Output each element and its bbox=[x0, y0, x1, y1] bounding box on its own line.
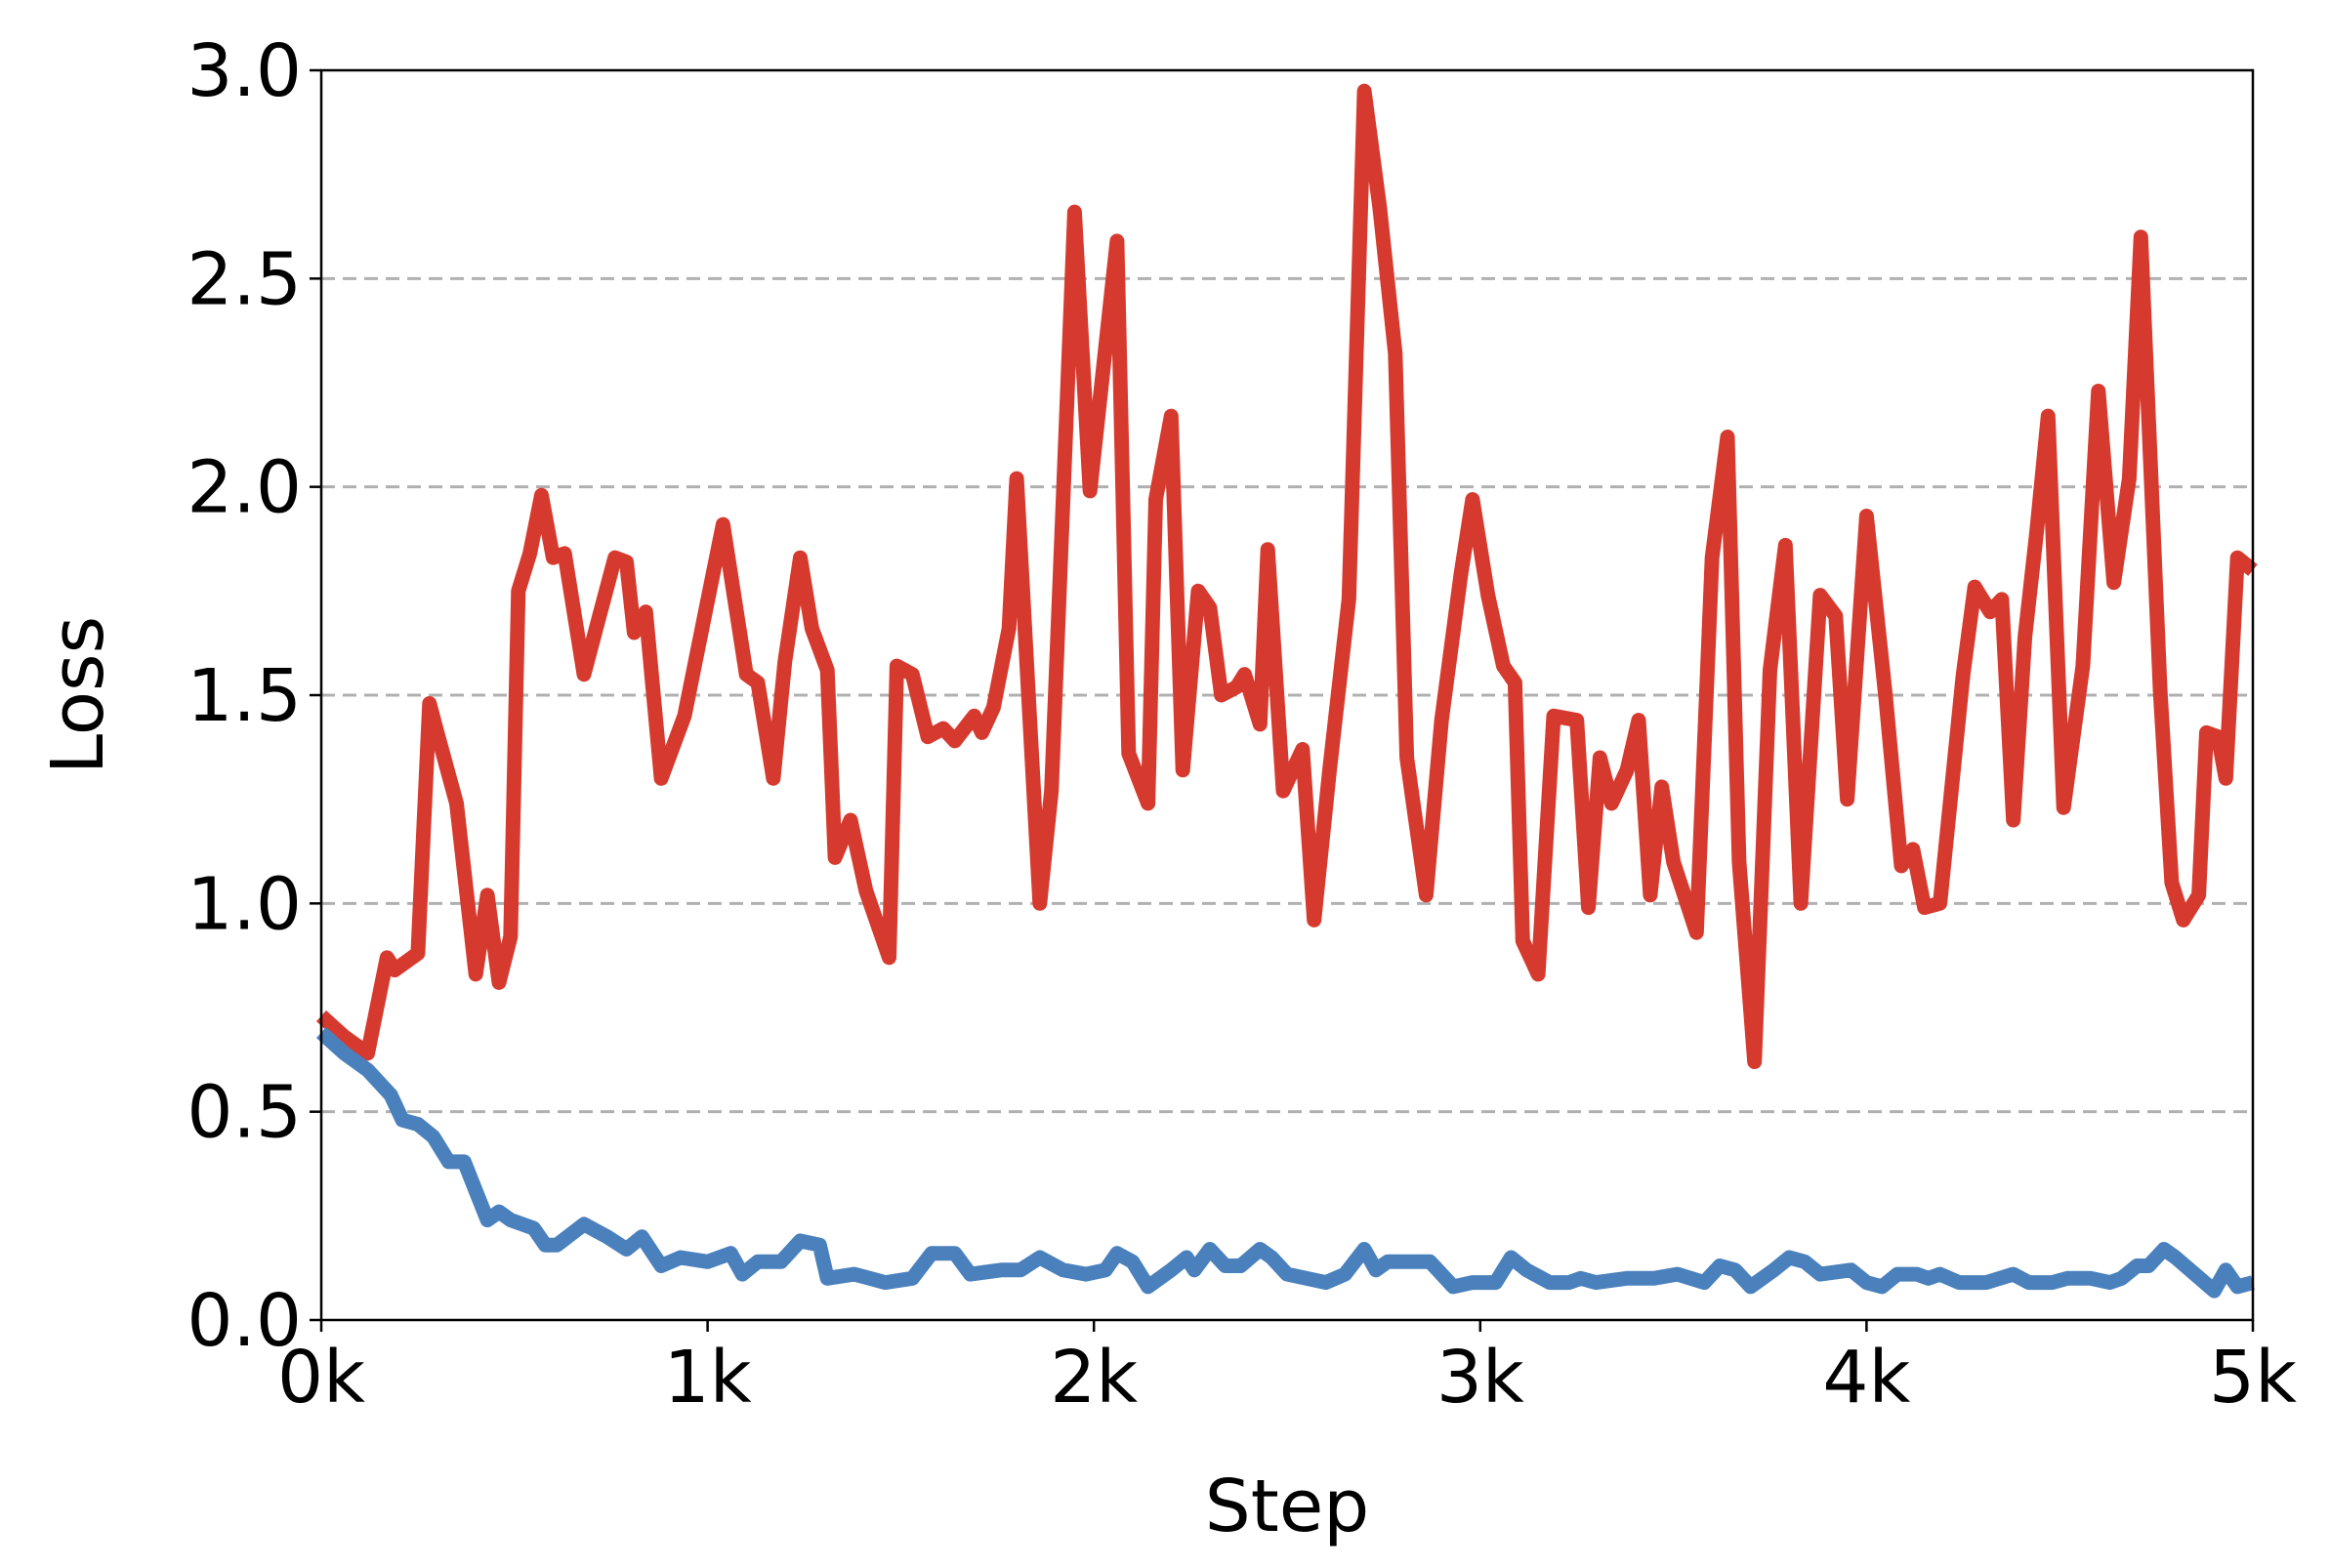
x-tick-label: 4k bbox=[1822, 1336, 1910, 1420]
x-tick-label: 0k bbox=[277, 1336, 365, 1420]
y-tick-label: 2.0 bbox=[187, 446, 302, 530]
series-layer bbox=[315, 83, 2258, 1299]
series-line-2 bbox=[315, 1027, 2255, 1299]
y-tick-label: 1.5 bbox=[187, 654, 302, 738]
series-line-1 bbox=[315, 83, 2258, 1069]
x-tick-label: 2k bbox=[1050, 1336, 1138, 1420]
x-tick-label: 1k bbox=[664, 1336, 752, 1420]
y-tick-label: 3.0 bbox=[187, 29, 302, 113]
x-tick-label: 5k bbox=[2209, 1336, 2297, 1420]
y-tick-label: 0.0 bbox=[187, 1279, 302, 1363]
x-axis-title: Step bbox=[1205, 1465, 1370, 1548]
y-axis-title: Loss bbox=[36, 616, 120, 774]
y-tick-label: 0.5 bbox=[187, 1071, 302, 1155]
axis-ticks: 0.0 0.5 1.0 1.5 2.0 2.5 3.0 0k 1k 2k 3k 4k 5k bbox=[187, 29, 2297, 1420]
x-tick-label: 3k bbox=[1436, 1336, 1524, 1420]
y-tick-label: 1.0 bbox=[187, 862, 302, 946]
y-tick-label: 2.5 bbox=[187, 237, 302, 321]
